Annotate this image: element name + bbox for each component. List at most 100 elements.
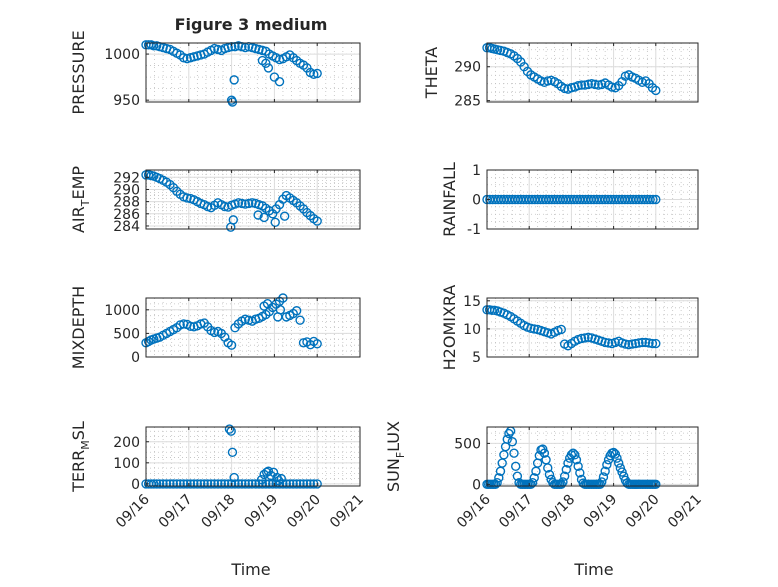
data-point bbox=[227, 447, 238, 457]
data-point bbox=[244, 198, 254, 209]
data-point bbox=[510, 461, 521, 472]
data-point bbox=[512, 471, 523, 481]
data-point bbox=[529, 324, 539, 334]
data-point bbox=[189, 479, 199, 489]
y-axis-label: TERRMSL bbox=[69, 421, 92, 493]
data-point bbox=[570, 450, 580, 460]
data-point bbox=[257, 479, 268, 489]
data-point bbox=[149, 479, 159, 489]
axes-frame bbox=[486, 297, 699, 358]
data-point bbox=[209, 479, 220, 489]
data-point bbox=[598, 472, 609, 482]
data-point bbox=[573, 461, 583, 472]
data-point bbox=[583, 79, 593, 90]
data-point bbox=[487, 305, 497, 316]
data-point bbox=[247, 198, 257, 208]
data-point bbox=[295, 315, 305, 325]
data-point bbox=[237, 479, 247, 489]
x-axis-label-right: Time bbox=[573, 560, 613, 579]
x-axis-label-left: Time bbox=[230, 560, 270, 579]
y-axis-label-suffix: EMP bbox=[69, 166, 88, 200]
data-point bbox=[645, 194, 655, 205]
y-tick-label: 1 bbox=[472, 163, 481, 179]
axes-sun-flux: 0 500 09/16 09/17 09/18 09/19 09/20 09/21 SUNFLU… bbox=[384, 421, 705, 531]
x-tick-label: 09/17 bbox=[156, 492, 196, 532]
data-point bbox=[586, 78, 597, 89]
axes-theta: 285 290 THETA bbox=[422, 42, 699, 110]
data-point bbox=[223, 479, 233, 489]
data-point bbox=[185, 321, 196, 332]
data-point bbox=[226, 479, 237, 489]
data-point bbox=[196, 479, 206, 489]
data-point bbox=[644, 338, 654, 348]
y-axis-label-main: H2OMIXRA bbox=[440, 285, 459, 371]
axes-mixdepth: 0 500 1000 MIXDEPTH bbox=[69, 286, 361, 369]
y-axis-label-main: RAINFALL bbox=[440, 162, 459, 237]
y-axis-label: MIXDEPTH bbox=[69, 286, 88, 369]
data-point bbox=[543, 76, 553, 86]
data-point bbox=[259, 212, 269, 223]
x-tick-label: 09/19 bbox=[581, 492, 621, 532]
data-point bbox=[507, 437, 518, 447]
axes-frame bbox=[145, 297, 361, 358]
data-point bbox=[539, 448, 550, 458]
x-tick-label: 09/19 bbox=[241, 492, 281, 532]
data-point bbox=[600, 337, 610, 348]
data-point bbox=[527, 478, 538, 488]
data-point bbox=[279, 211, 290, 221]
data-point bbox=[220, 479, 230, 489]
data-point bbox=[556, 479, 566, 490]
data-point bbox=[240, 199, 250, 209]
y-tick-label: 200 bbox=[113, 435, 140, 451]
data-point bbox=[612, 453, 622, 463]
data-point bbox=[593, 80, 604, 90]
y-tick-label: 0 bbox=[472, 477, 481, 493]
data-point bbox=[192, 479, 203, 489]
data-point bbox=[613, 458, 624, 468]
data-point bbox=[651, 338, 661, 349]
data-point bbox=[273, 476, 284, 486]
data-point bbox=[158, 479, 168, 489]
data-point bbox=[309, 479, 319, 489]
data-point bbox=[637, 337, 647, 348]
data-point bbox=[580, 333, 590, 343]
data-point bbox=[185, 479, 196, 489]
data-point bbox=[237, 198, 247, 209]
y-tick-label: 100 bbox=[113, 456, 140, 472]
y-tick-label: 1000 bbox=[104, 47, 140, 63]
data-point bbox=[529, 473, 539, 483]
data-point bbox=[182, 193, 192, 203]
y-tick-label: 292 bbox=[113, 170, 140, 186]
data-point bbox=[213, 479, 223, 489]
data-point bbox=[281, 479, 292, 489]
data-point bbox=[276, 473, 286, 484]
y-axis-label-subscript: T bbox=[79, 199, 92, 207]
data-point bbox=[230, 479, 240, 489]
y-tick-label: 0 bbox=[472, 193, 481, 209]
data-point bbox=[253, 210, 263, 220]
data-point bbox=[269, 72, 280, 82]
data-point bbox=[199, 479, 209, 489]
y-tick-label: 285 bbox=[454, 94, 481, 110]
data-point bbox=[154, 479, 165, 489]
data-point bbox=[634, 338, 644, 348]
data-point bbox=[182, 479, 192, 489]
data-point bbox=[573, 81, 583, 91]
axes-frame bbox=[486, 426, 699, 487]
data-point bbox=[615, 463, 626, 473]
data-point bbox=[305, 479, 316, 489]
y-axis-label: SUNFLUX bbox=[384, 421, 407, 492]
data-point bbox=[172, 479, 182, 489]
data-point bbox=[256, 474, 267, 485]
data-point bbox=[216, 479, 227, 489]
x-tick-label: 09/16 bbox=[454, 491, 494, 531]
data-point bbox=[602, 459, 612, 470]
y-tick-label: 5 bbox=[472, 350, 481, 366]
data-point bbox=[538, 444, 548, 454]
data-point bbox=[504, 428, 514, 439]
data-point bbox=[544, 469, 555, 480]
data-point bbox=[590, 79, 600, 90]
data-point bbox=[502, 434, 512, 444]
x-tick-label: 09/21 bbox=[665, 492, 705, 532]
